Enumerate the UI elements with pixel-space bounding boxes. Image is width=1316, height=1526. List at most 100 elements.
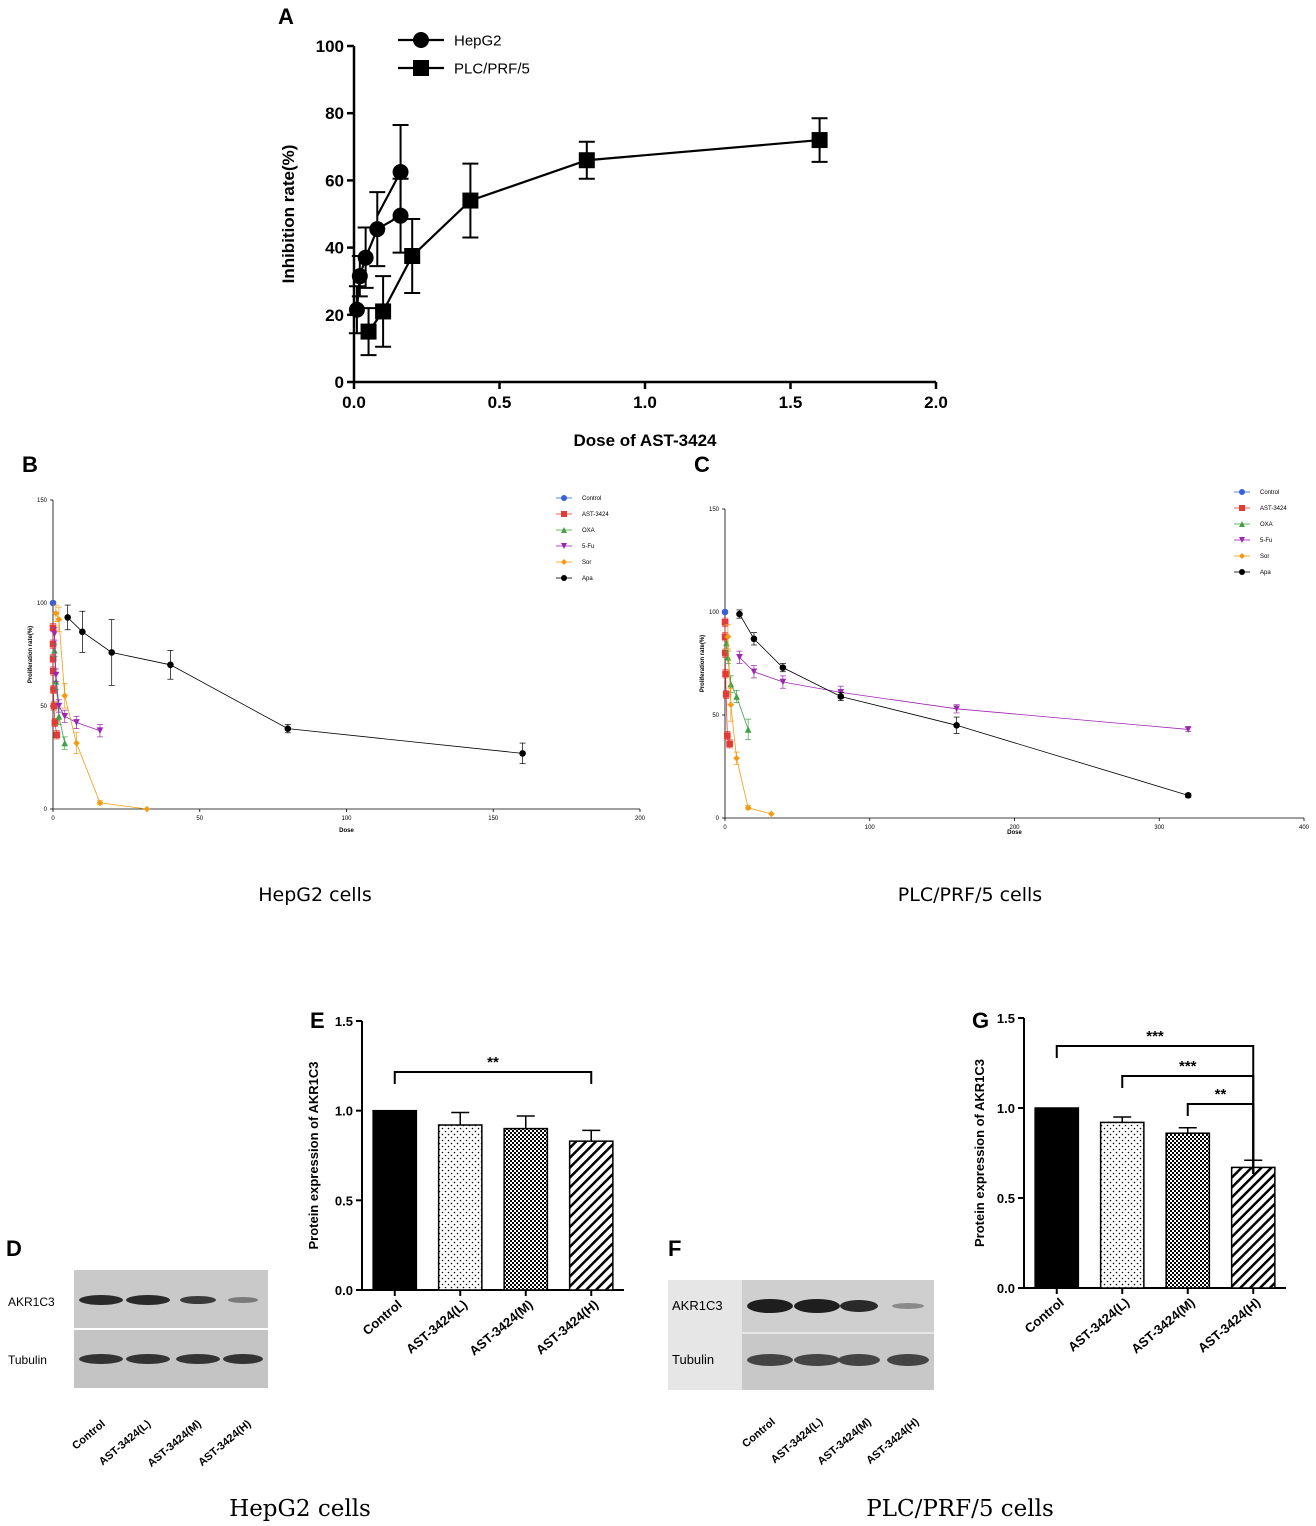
y-tick-label: 100 (316, 37, 344, 56)
data-point (744, 726, 752, 733)
data-point (733, 693, 740, 700)
data-point (953, 705, 960, 713)
data-point (727, 680, 735, 688)
y-tick-label: 0 (44, 807, 48, 813)
x-tick-label: 0.5 (488, 393, 512, 412)
data-point (351, 268, 368, 285)
data-point (143, 805, 151, 813)
data-point (49, 599, 57, 607)
series-line-apa (67, 617, 523, 754)
legend-marker (1239, 505, 1245, 511)
series-line-apa (739, 613, 1189, 796)
y-tick-label: 1.5 (997, 1011, 1015, 1026)
data-point (404, 248, 421, 264)
x-tick-label: 300 (1154, 825, 1165, 831)
x-tick-label: 400 (1299, 825, 1310, 831)
data-point (61, 739, 69, 747)
x-tick-label: AST-3424(M) (466, 1297, 535, 1359)
legend-label: 5-Fu (582, 544, 594, 550)
data-point (61, 713, 69, 720)
data-point (779, 678, 787, 686)
y-tick-label: 20 (325, 306, 344, 325)
x-tick-label: 0 (51, 816, 55, 822)
x-axis-label: Dose (1007, 830, 1022, 836)
data-point (578, 152, 595, 169)
panel-label-b: B (22, 452, 38, 477)
data-point (721, 608, 729, 616)
data-point (724, 654, 732, 661)
data-point (724, 732, 731, 739)
bar-ast-3424-h- (1230, 1166, 1276, 1289)
caption-d: HepG2 cells (229, 1496, 371, 1522)
series-line-extension (376, 171, 402, 217)
series-line-sor (55, 613, 147, 810)
significance-label: *** (1179, 1058, 1197, 1075)
caption-c: PLC/PRF/5 cells (897, 884, 1043, 906)
x-tick-label: AST-3424(M) (1128, 1295, 1197, 1357)
legend-label: OXA (1260, 522, 1273, 528)
significance-label: ** (487, 1054, 499, 1071)
x-tick-label: AST-3424(L) (1065, 1295, 1132, 1355)
caption-f: PLC/PRF/5 cells (866, 1496, 1054, 1522)
x-tick-label: 150 (488, 816, 499, 822)
data-point (768, 810, 775, 818)
legend-label: Apa (582, 576, 593, 582)
panel-label-g: G (972, 1008, 990, 1033)
significance-label: *** (1146, 1028, 1164, 1045)
y-axis-label: Proliferation rate(%) (28, 626, 34, 683)
data-point (779, 664, 787, 671)
legend-marker (561, 511, 567, 517)
panel-label-c: C (694, 452, 710, 477)
blot-d-lane-label: AST-3424(H) (196, 1418, 254, 1469)
legend-label: Apa (1260, 570, 1271, 576)
x-tick-label: AST-3424(L) (403, 1297, 470, 1357)
data-point (392, 164, 409, 180)
data-point (52, 610, 60, 617)
data-point (1184, 726, 1192, 733)
data-point (51, 630, 58, 638)
data-point (733, 754, 740, 762)
y-tick-label: 40 (325, 239, 344, 258)
y-tick-label: 0.5 (335, 1193, 353, 1208)
data-point (96, 727, 104, 735)
series-line-plc-prf-5 (367, 138, 820, 333)
data-point (736, 654, 743, 661)
data-point (284, 725, 292, 732)
y-tick-label: 60 (325, 171, 344, 190)
y-tick-label: 0.0 (997, 1281, 1015, 1296)
y-tick-label: 150 (709, 507, 720, 513)
panel-label-a: A (278, 4, 294, 29)
data-point (53, 731, 61, 739)
legend-label: Control (1260, 490, 1279, 496)
y-tick-label: 0 (335, 373, 344, 392)
data-point (722, 670, 729, 678)
data-point (55, 702, 63, 710)
bar-ast-3424-l- (1099, 1121, 1145, 1289)
blot-d: AKR1C3 Tubulin Control AST-3424(L) AST-3… (0, 1268, 300, 1488)
data-point (50, 702, 58, 710)
data-point (837, 693, 845, 700)
data-point (953, 722, 960, 729)
y-tick-label: 150 (37, 498, 48, 504)
legend-marker (561, 495, 567, 501)
significance-label: ** (1215, 1086, 1227, 1103)
bar-ast-3424-l- (437, 1124, 483, 1291)
series-line-5-fu (54, 633, 101, 732)
y-axis-label: Protein expression of AKR1C3 (306, 1061, 321, 1249)
data-point (360, 323, 377, 340)
series-line-5-fu (739, 657, 1189, 730)
blot-d-lane-label: AST-3424(M) (145, 1418, 204, 1470)
bracket-line (1186, 1103, 1255, 1174)
data-point (722, 691, 730, 698)
legend-marker (561, 527, 567, 533)
blot-f-row-label: Tubulin (672, 1352, 715, 1367)
data-point (96, 799, 104, 807)
y-tick-label: 0 (716, 816, 720, 822)
legend-label: 5-Fu (1260, 538, 1272, 544)
data-point (724, 633, 732, 641)
legend-marker (413, 32, 429, 48)
y-axis-label: Inhibition rate(%) (279, 145, 298, 284)
data-point (375, 303, 392, 320)
bar-control (1034, 1107, 1080, 1289)
blot-f-row-label: AKR1C3 (672, 1298, 723, 1313)
